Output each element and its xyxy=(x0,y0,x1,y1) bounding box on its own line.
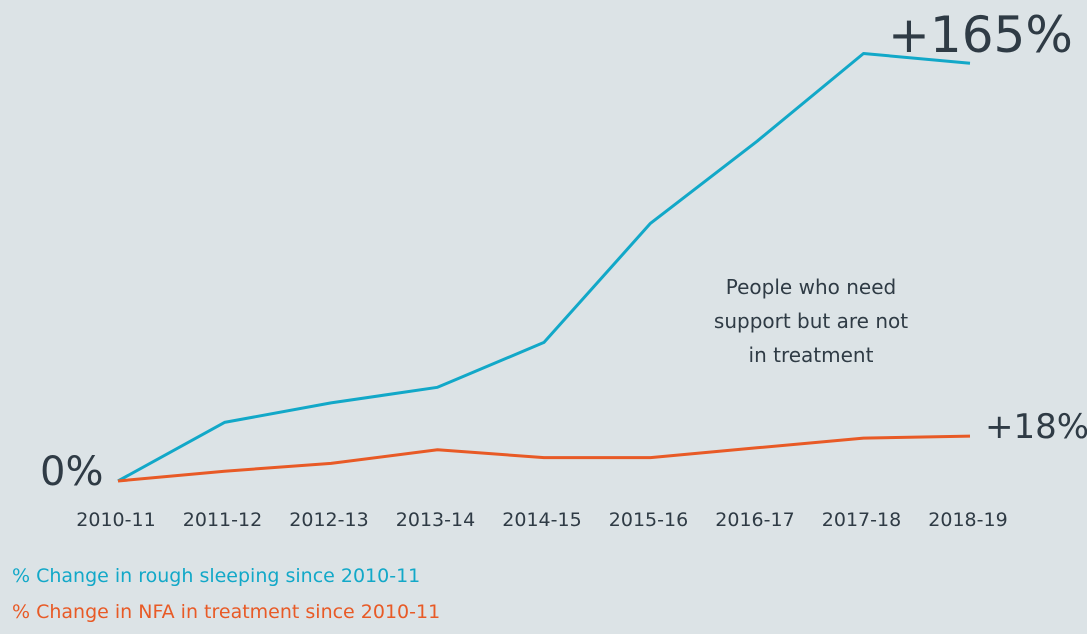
nfa-end-label: +18% xyxy=(985,407,1087,447)
series-line-nfa-treatment xyxy=(117,434,971,483)
x-tick-label: 2017-18 xyxy=(822,509,901,531)
annotation-line-2: support but are not xyxy=(714,309,908,333)
x-tick-label: 2018-19 xyxy=(928,509,1007,531)
x-tick-label: 2015-16 xyxy=(609,509,688,531)
rough-sleeping-end-label: +165% xyxy=(888,6,1073,64)
legend-nfa-treatment: % Change in NFA in treatment since 2010-… xyxy=(12,601,441,623)
x-tick-label: 2013-14 xyxy=(396,509,475,531)
legend-rough-sleeping: % Change in rough sleeping since 2010-11 xyxy=(12,565,421,587)
x-tick-label: 2011-12 xyxy=(183,509,262,531)
annotation: People who need support but are not in t… xyxy=(714,275,908,367)
annotation-line-3: in treatment xyxy=(749,343,874,367)
x-tick-label: 2010-11 xyxy=(76,509,155,531)
series-line-rough-sleeping xyxy=(117,52,971,483)
x-axis-tick-labels: 2010-11 2011-12 2012-13 2013-14 2014-15 2015-… xyxy=(76,509,1007,531)
x-tick-label: 2016-17 xyxy=(715,509,794,531)
start-value-label: 0% xyxy=(40,449,103,495)
x-tick-label: 2014-15 xyxy=(502,509,581,531)
x-tick-label: 2012-13 xyxy=(289,509,368,531)
series-lines xyxy=(117,52,971,483)
annotation-line-1: People who need xyxy=(726,275,896,299)
